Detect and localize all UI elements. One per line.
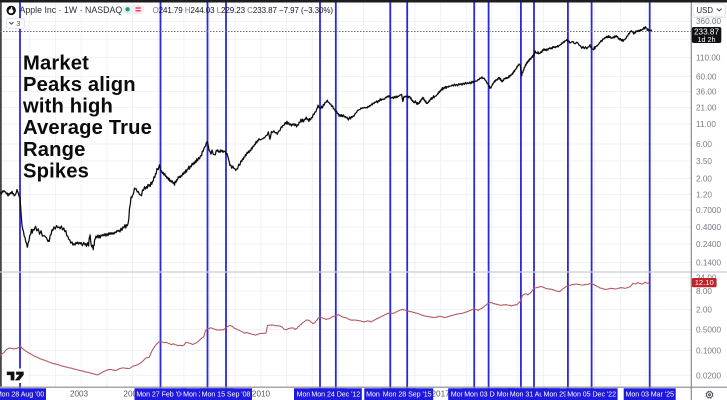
svg-text:Mon 03 Dec '18: Mon 03 Dec '18	[464, 391, 513, 399]
svg-text:0.1000: 0.1000	[696, 346, 721, 355]
svg-text:Range: Range	[23, 139, 85, 161]
svg-text:2.00: 2.00	[696, 305, 712, 314]
svg-text:233.87: 233.87	[694, 28, 719, 37]
svg-text:2003: 2003	[70, 389, 89, 398]
svg-text:0.2400: 0.2400	[696, 240, 721, 249]
svg-text:O241.79 H244.03 L229.23 C233.8: O241.79 H244.03 L229.23 C233.87 −7.97 (−…	[153, 6, 334, 15]
svg-text:21.00: 21.00	[696, 103, 717, 112]
svg-text:2017: 2017	[431, 389, 450, 398]
svg-text:8.00: 8.00	[696, 287, 712, 296]
svg-text:1.20: 1.20	[696, 190, 712, 199]
svg-text:1d 2h: 1d 2h	[698, 35, 716, 44]
svg-text:2005: 2005	[123, 389, 142, 398]
svg-text:Market: Market	[23, 52, 89, 74]
svg-text:Mon 05 Dec '22: Mon 05 Dec '22	[567, 391, 616, 399]
svg-text:3.50: 3.50	[696, 157, 712, 166]
svg-text:2.00: 2.00	[696, 174, 712, 183]
svg-text:110.00: 110.00	[696, 53, 721, 62]
svg-text:Mon 24 Dec '12: Mon 24 Dec '12	[311, 391, 360, 399]
svg-text:6.00: 6.00	[696, 140, 712, 149]
svg-text:Mon 28 Aug '00: Mon 28 Aug '00	[0, 391, 44, 399]
svg-text:Mon 28 Sep '15: Mon 28 Sep '15	[383, 391, 432, 399]
svg-text:Mon 15 Sep '08: Mon 15 Sep '08	[202, 391, 251, 399]
svg-text:0.1400: 0.1400	[696, 258, 721, 267]
svg-text:12.10: 12.10	[695, 278, 714, 287]
svg-text:Spikes: Spikes	[23, 160, 89, 182]
svg-text:USD: USD	[697, 6, 714, 15]
svg-text:Mon 03 Mar '25: Mon 03 Mar '25	[626, 391, 674, 399]
svg-text:60.00: 60.00	[696, 72, 717, 81]
svg-text:360.00: 360.00	[696, 17, 721, 26]
svg-text:0.7000: 0.7000	[696, 206, 721, 215]
svg-text:Mon 31 Aug '20: Mon 31 Aug '20	[510, 391, 558, 399]
svg-text:0.4000: 0.4000	[696, 223, 721, 232]
svg-text:3: 3	[16, 19, 20, 28]
svg-text:11.00: 11.00	[696, 120, 716, 129]
svg-text:24.00: 24.00	[696, 273, 717, 282]
svg-text:with high: with high	[22, 96, 113, 118]
svg-text:36.00: 36.00	[696, 87, 717, 96]
svg-text:Average True: Average True	[23, 117, 152, 139]
svg-text:0.0200: 0.0200	[696, 371, 721, 380]
svg-text:Peaks align: Peaks align	[23, 74, 136, 96]
svg-text:0.5000: 0.5000	[696, 325, 721, 334]
svg-text:Apple Inc · 1W · NASDAQ: Apple Inc · 1W · NASDAQ	[20, 5, 123, 15]
svg-text:2010: 2010	[252, 389, 271, 398]
svg-text:Mon 27 Feb '06: Mon 27 Feb '06	[136, 391, 184, 399]
